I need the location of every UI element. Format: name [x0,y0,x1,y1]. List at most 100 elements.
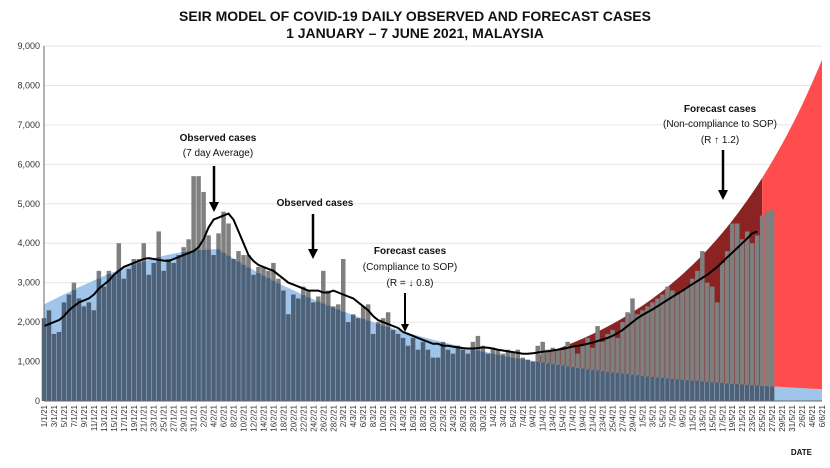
observed-bar-excess [321,270,326,304]
observed-bar-excess [754,235,760,386]
observed-bar [520,359,526,401]
observed-bar-excess [595,326,600,371]
x-tick-label: 28/3/21 [469,404,478,431]
observed-bar [754,385,760,401]
observed-bar [490,353,496,401]
observed-bar-excess [375,322,381,324]
observed-bar-excess [680,290,685,380]
observed-bar [635,375,640,401]
observed-bar-excess [605,333,610,372]
observed-bar [340,311,346,401]
x-tick-label: 3/4/21 [499,404,508,427]
observed-bar [211,255,216,401]
observed-bar [56,331,62,401]
observed-bar [560,365,565,401]
observed-bar-excess [630,298,635,375]
annotation-forecast-compliance-r: (R = ↓ 0.8) [387,278,434,289]
observed-bar [76,298,82,401]
observed-bar [470,349,476,401]
observed-bar [355,318,361,401]
x-tick-label: 14/2/21 [259,404,268,431]
observed-bar [286,314,291,401]
observed-bar [729,383,735,401]
observed-bar [744,384,750,401]
observed-bar [550,364,555,401]
observed-bar [136,262,141,401]
observed-bar [670,378,675,401]
observed-bar [181,251,186,401]
x-tick-label: 25/1/21 [160,404,169,431]
observed-bar-excess [500,353,506,356]
observed-bar-excess [261,266,266,276]
observed-bar [241,264,246,401]
observed-bar [281,290,286,401]
observed-bar [261,275,266,401]
observed-bar [555,364,560,401]
x-tick-label: 15/1/21 [110,404,119,431]
y-tick-label: 2,000 [17,317,40,327]
observed-bar [665,378,670,401]
observed-bar-excess [720,262,725,383]
annotation-observed-title: Observed cases [277,198,354,209]
observed-bar [575,367,580,401]
observed-bar [86,302,92,401]
x-tick-label: 21/5/21 [738,404,747,431]
observed-bar [106,273,112,401]
x-tick-label: 29/1/21 [180,404,189,431]
x-tick-label: 11/5/21 [688,404,697,431]
observed-bar [46,310,52,401]
x-tick-label: 17/4/21 [569,404,578,431]
observed-bar [251,274,256,401]
observed-bar-excess [316,296,321,302]
observed-bar [66,294,72,401]
observed-bar-excess [71,282,77,290]
observed-bar-excess [700,251,705,382]
observed-bar [176,255,181,401]
observed-bar-excess [181,247,186,252]
annotation-observed-avg-sub: (7 day Average) [183,148,253,159]
x-tick-label: 18/2/21 [279,404,288,431]
x-tick-label: 4/6/21 [808,404,817,427]
observed-bar-excess [306,290,311,298]
observed-bar [675,379,680,401]
observed-bar-excess [276,278,281,284]
observed-bar [256,272,261,401]
x-tick-label: 7/4/21 [519,404,528,427]
observed-bar [126,268,132,401]
observed-bar [191,250,196,401]
observed-bar [380,325,386,401]
observed-bar-excess [715,302,720,383]
observed-bar [680,379,685,401]
x-tick-label: 23/5/21 [748,404,757,431]
chart-title-line2: 1 JANUARY – 7 JUNE 2021, MALAYSIA [286,25,544,41]
observed-bar [600,371,605,401]
observed-bar [301,294,306,401]
forecast-noncompliance-future-area [762,59,822,390]
observed-bar-excess [769,209,775,387]
x-tick-label: 16/3/21 [409,404,418,431]
observed-bar-excess [301,286,306,295]
observed-bar [276,283,281,401]
x-tick-label: 4/3/21 [349,404,358,427]
observed-bar-excess [116,243,122,270]
observed-bar [734,384,740,401]
x-tick-label: 27/1/21 [170,404,179,431]
observed-bar-excess [660,294,665,378]
observed-bar [216,249,221,401]
observed-bar [565,366,570,401]
observed-bar-excess [729,223,735,384]
x-tick-label: 10/3/21 [379,404,388,431]
observed-bar [410,337,416,401]
x-tick-label: 3/1/21 [50,404,59,427]
observed-bar-excess [725,251,730,384]
observed-bar-excess [734,223,740,385]
x-tick-label: 5/1/21 [60,404,69,427]
observed-bar [580,368,585,401]
observed-bar [326,305,331,401]
observed-bar [685,380,690,401]
observed-bar [345,322,351,401]
observed-bar [595,370,600,401]
observed-bars [41,176,775,401]
observed-bar [81,306,87,401]
